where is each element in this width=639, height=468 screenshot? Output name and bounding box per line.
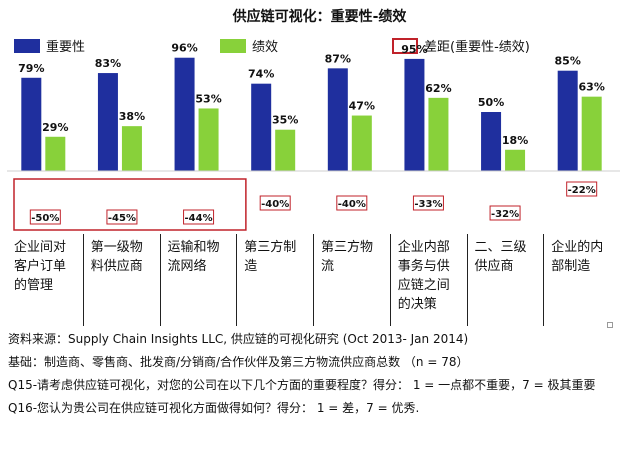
category-label-5: 企业内部 事务与供 应链之间 的决策 xyxy=(391,234,468,326)
legend-label-performance: 绩效 xyxy=(252,40,279,55)
bar-chart: 79% 29% -50% 83% 38% -45% 96% 53% -44% 74% 35% -40%… xyxy=(7,42,620,231)
data-label-performance-0: 29% xyxy=(42,121,68,134)
category-label-2: 运输和物 流网络 xyxy=(161,234,238,326)
source-note: 资料来源：Supply Chain Insights LLC, 供应链的可视化研… xyxy=(8,332,469,346)
gap-box-4 xyxy=(336,195,368,211)
category-label-3: 第三方制 造 xyxy=(237,234,314,326)
gap-box-5 xyxy=(412,195,444,211)
gap-box-2 xyxy=(183,209,215,225)
legend: 重要性 绩效 差距(重要性-绩效) xyxy=(0,34,639,56)
data-label-performance-7: 63% xyxy=(579,81,605,94)
gap-box-7 xyxy=(566,181,598,197)
gap-label-0: -50% xyxy=(31,213,59,224)
legend-item-performance: 绩效 xyxy=(220,36,278,55)
data-label-importance-2: 96% xyxy=(171,42,197,55)
gap-box-6 xyxy=(489,205,521,221)
gap-label-2: -44% xyxy=(185,213,213,224)
gap-label-4: -40% xyxy=(338,199,366,210)
gap-label-6: -32% xyxy=(491,209,519,220)
bar-performance-1 xyxy=(121,126,142,171)
legend-swatch-gap xyxy=(392,37,418,54)
data-label-importance-7: 85% xyxy=(555,55,581,68)
bar-importance-1 xyxy=(97,73,118,171)
bar-performance-6 xyxy=(505,149,526,171)
data-label-importance-0: 79% xyxy=(18,62,44,75)
legend-item-gap: 差距(重要性-绩效) xyxy=(392,36,530,55)
gap-label-1: -45% xyxy=(108,213,136,224)
data-label-importance-4: 87% xyxy=(325,52,351,65)
bar-performance-2 xyxy=(198,108,219,171)
data-label-importance-1: 83% xyxy=(95,57,121,70)
bar-performance-7 xyxy=(581,96,602,171)
legend-item-importance: 重要性 xyxy=(14,36,85,55)
category-label-7: 企业的内 部制造 xyxy=(551,240,604,274)
chart-title: 供应链可视化：重要性-绩效 xyxy=(232,9,407,25)
gap-box-1 xyxy=(106,209,138,225)
category-label-4: 第三方物 流 xyxy=(314,234,391,326)
resize-handle-icon xyxy=(607,322,613,328)
gap-label-5: -33% xyxy=(414,199,442,210)
data-label-performance-5: 62% xyxy=(425,82,451,95)
bar-performance-4 xyxy=(351,115,372,171)
bar-importance-6 xyxy=(481,112,502,171)
legend-label-importance: 重要性 xyxy=(46,40,86,55)
data-label-importance-5: 95% xyxy=(401,43,427,56)
category-label-0: 企业间对 客户订单 的管理 xyxy=(7,234,84,326)
bar-performance-0 xyxy=(45,136,66,171)
category-label-6: 二、三级 供应商 xyxy=(468,234,545,326)
q15-note: Q15-请考虑供应链可视化，对您的公司在以下几个方面的重要程度？得分： 1 = … xyxy=(8,378,596,392)
bar-importance-2 xyxy=(174,57,195,171)
gap-highlight-frame xyxy=(13,178,247,231)
legend-swatch-performance xyxy=(220,38,246,53)
data-label-importance-3: 74% xyxy=(248,68,274,81)
gap-box-0 xyxy=(29,209,61,225)
gap-box-3 xyxy=(259,195,291,211)
basis-note: 基础：制造商、零售商、批发商/分销商/合作伙伴及第三方物流供应商总数 （n = … xyxy=(8,355,469,369)
bar-performance-3 xyxy=(275,129,296,171)
category-label-1: 第一级物 料供应商 xyxy=(84,234,161,326)
data-label-performance-1: 38% xyxy=(119,110,145,123)
bar-importance-4 xyxy=(327,68,348,171)
legend-label-gap: 差距(重要性-绩效) xyxy=(424,40,530,55)
data-label-importance-6: 50% xyxy=(478,96,504,109)
legend-swatch-importance xyxy=(14,38,40,53)
bar-importance-0 xyxy=(21,77,42,171)
bar-performance-5 xyxy=(428,97,449,171)
bar-importance-5 xyxy=(404,58,425,171)
data-label-performance-4: 47% xyxy=(349,100,375,113)
data-label-performance-3: 35% xyxy=(272,114,298,127)
bar-importance-7 xyxy=(557,70,578,171)
notes: 资料来源：Supply Chain Insights LLC, 供应链的可视化研… xyxy=(8,330,632,422)
gap-label-7: -22% xyxy=(568,185,596,196)
gap-label-3: -40% xyxy=(261,199,289,210)
data-label-performance-6: 18% xyxy=(502,134,528,147)
q16-note: Q16-您认为贵公司在供应链可视化方面做得如何？得分： 1 = 差，7 = 优秀… xyxy=(8,401,420,415)
bar-importance-3 xyxy=(251,83,272,171)
data-label-performance-2: 53% xyxy=(195,92,221,105)
category-row: 企业间对 客户订单 的管理 第一级物 料供应商 运输和物 流网络 第三方制 造第三方物… xyxy=(7,234,620,326)
